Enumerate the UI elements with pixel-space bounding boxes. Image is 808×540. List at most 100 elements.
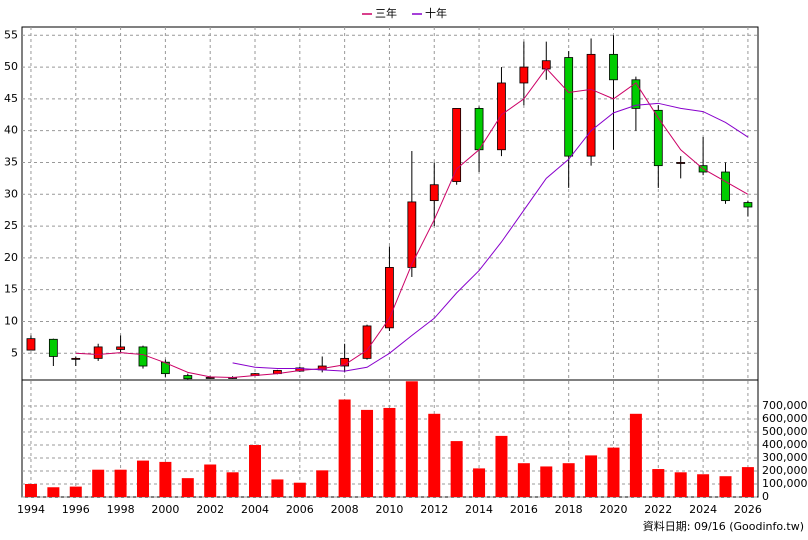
x-tick-label: 2024 (689, 503, 717, 516)
x-tick-label: 2020 (599, 503, 627, 516)
x-tick-label: 2014 (465, 503, 493, 516)
y-tick-label: 700,000 (762, 399, 808, 412)
candle-body (26, 338, 36, 351)
candle-body (429, 184, 439, 202)
candle-body (71, 357, 81, 360)
candle-body (116, 346, 125, 350)
volume-bar (293, 482, 306, 497)
volume-bar (159, 461, 172, 497)
candle-body (631, 79, 641, 109)
volume-bar (338, 399, 351, 497)
y-tick-label: 10 (4, 314, 18, 327)
candle-body (743, 202, 753, 208)
candle-body (138, 346, 148, 367)
volume-bar (562, 463, 575, 497)
candle-body (721, 171, 730, 202)
y-tick-label: 55 (4, 28, 18, 41)
volume-bar (450, 441, 463, 497)
legend-label: 十年 (425, 6, 447, 20)
candle-body (586, 53, 596, 157)
y-tick-label: 500,000 (762, 425, 808, 438)
x-tick-label: 2018 (555, 503, 583, 516)
volume-bar (674, 472, 687, 497)
y-tick-label: 5 (11, 346, 18, 359)
candle-body (653, 109, 663, 167)
y-tick-label: 400,000 (762, 438, 808, 451)
volume-bar (585, 455, 598, 497)
candle-body (295, 367, 305, 372)
y-tick-label: 40 (4, 124, 18, 137)
volume-bar (361, 409, 374, 497)
candle-body (183, 375, 193, 380)
volume-bar (316, 470, 329, 497)
y-tick-label: 100,000 (762, 477, 808, 490)
volume-bar (47, 487, 60, 497)
volume-bar (226, 472, 239, 497)
x-tick-label: 2004 (241, 503, 269, 516)
volume-bar (204, 464, 217, 497)
y-tick-label: 300,000 (762, 451, 808, 464)
volume-bar (495, 435, 508, 497)
x-tick-label: 2002 (196, 503, 224, 516)
volume-bar (652, 469, 665, 497)
candle-body (160, 361, 170, 375)
y-tick-label: 0 (762, 490, 769, 503)
candle-body (564, 57, 574, 157)
x-tick-label: 2008 (331, 503, 359, 516)
legend-label: 三年 (375, 6, 397, 20)
volume-bar (405, 381, 418, 497)
y-tick-label: 15 (4, 283, 18, 296)
y-tick-label: 50 (4, 60, 18, 73)
volume-bar (741, 467, 754, 497)
x-tick-label: 1994 (17, 503, 45, 516)
x-tick-label: 2012 (420, 503, 448, 516)
x-tick-label: 2000 (151, 503, 179, 516)
volume-bar (24, 484, 37, 497)
volume-bar (114, 469, 127, 497)
volume-bar (181, 478, 194, 497)
x-tick-label: 2006 (286, 503, 314, 516)
candle-body (48, 338, 58, 357)
footer: 資料日期: 09/16 (Goodinfo.tw) (643, 519, 804, 533)
volume-bar (719, 476, 732, 497)
volume-bar (473, 468, 486, 497)
x-tick-label: 2026 (734, 503, 762, 516)
candle-body (385, 267, 394, 329)
candle-body (362, 325, 372, 359)
candle-body (609, 53, 618, 81)
x-tick-label: 1996 (62, 503, 90, 516)
x-tick-label: 2022 (644, 503, 672, 516)
volume-bar (271, 479, 284, 497)
y-tick-label: 30 (4, 187, 18, 200)
candle-body (93, 346, 103, 359)
x-tick-label: 2016 (510, 503, 538, 516)
y-tick-label: 20 (4, 251, 18, 264)
candle-body (497, 82, 506, 151)
y-tick-label: 45 (4, 92, 18, 105)
volume-bar (69, 486, 82, 497)
volume-bar (540, 466, 553, 497)
candle-body (676, 162, 686, 164)
x-tick-label: 1998 (107, 503, 135, 516)
y-tick-label: 600,000 (762, 412, 808, 425)
candle-body (474, 108, 484, 151)
ma-line (232, 102, 749, 372)
volume-bar (428, 413, 441, 497)
y-tick-label: 25 (4, 219, 18, 232)
volume-bar (249, 445, 262, 497)
volume-bar (383, 407, 396, 497)
candle-body (407, 201, 417, 268)
y-tick-label: 35 (4, 155, 18, 168)
volume-bar (136, 460, 149, 497)
volume-bar (92, 469, 105, 497)
y-tick-label: 200,000 (762, 464, 808, 477)
ma-line (75, 67, 749, 378)
volume-bar (607, 447, 620, 497)
x-tick-label: 2010 (375, 503, 403, 516)
candle-body (205, 377, 215, 379)
candle-body (519, 66, 529, 84)
volume-bar (629, 413, 642, 497)
volume-bar (517, 463, 530, 497)
volume-bar (697, 474, 710, 497)
